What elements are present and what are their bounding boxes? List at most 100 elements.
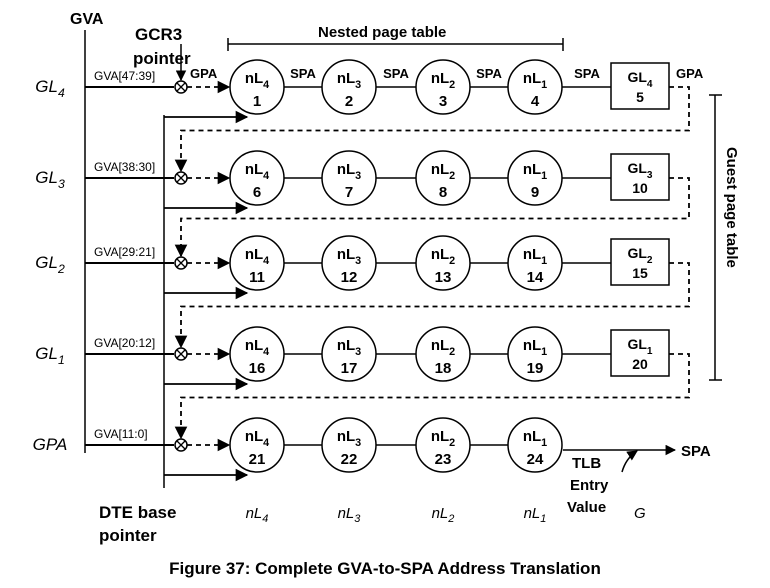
guest-page-table-label: Guest page table	[723, 147, 740, 268]
nested-node-level-4: nL1	[523, 70, 547, 91]
gpa-feedback-2	[174, 262, 690, 349]
guest-table-num-0: 5	[636, 89, 644, 105]
nested-node-17	[321, 326, 377, 382]
nested-page-table-label: Nested page table	[318, 24, 446, 41]
row-label-0: GL4	[35, 77, 65, 100]
nested-node-level-8: nL2	[431, 161, 455, 182]
gva-label: GVA	[70, 11, 104, 28]
nested-node-level-17-sub: 3	[355, 346, 361, 358]
figure-caption: Figure 37: Complete GVA-to-SPA Address T…	[169, 559, 601, 578]
guest-table-num-1: 10	[632, 180, 648, 196]
bottom-label-sub-3: 1	[540, 513, 546, 525]
guest-table-level-1-sub: 3	[647, 170, 653, 181]
tlb-label-line2: Entry	[570, 477, 609, 494]
guest-table-level-3: GL1	[627, 336, 652, 357]
combiner-x-1	[176, 173, 186, 183]
nested-node-level-21-sub: 4	[263, 437, 269, 449]
nested-node-level-17: nL3	[337, 337, 361, 358]
nested-node-num-12: 12	[341, 269, 358, 286]
bottom-label-base-2: nL	[432, 505, 449, 522]
nested-node-num-1: 1	[253, 93, 261, 110]
nested-node-16	[229, 326, 285, 382]
nested-node-num-24: 24	[527, 451, 544, 468]
dte-base-label: DTE base	[99, 503, 176, 522]
nested-node-num-7: 7	[345, 184, 353, 201]
gpa-label-output: GPA	[676, 66, 704, 81]
combiner-x-2	[176, 258, 186, 268]
nested-node-level-14-base: nL	[523, 246, 541, 263]
nested-node-num-18: 18	[435, 360, 452, 377]
bottom-g-label: G	[634, 505, 646, 522]
nested-node-level-24-sub: 1	[541, 437, 547, 449]
gva-field-0: GVA[47:39]	[94, 69, 155, 83]
row-label-1-sub: 3	[58, 177, 65, 191]
bottom-column-labels: nL4 nL3 nL2 nL1	[246, 505, 547, 525]
nested-node-level-6: nL4	[245, 161, 269, 182]
bottom-label-sub-0: 4	[262, 513, 268, 525]
spa-label-2: SPA	[476, 66, 502, 81]
nested-node-num-16: 16	[249, 360, 266, 377]
nested-node-level-1-base: nL	[245, 70, 263, 87]
nested-node-level-7-base: nL	[337, 161, 355, 178]
nested-node-num-4: 4	[531, 93, 540, 110]
nested-node-level-23-base: nL	[431, 428, 449, 445]
bottom-label-base-3: nL	[524, 505, 541, 522]
row-label-2-base: GL	[35, 253, 58, 272]
nested-node-level-19: nL1	[523, 337, 547, 358]
nested-node-level-23: nL2	[431, 428, 455, 449]
nested-node-level-14-sub: 1	[541, 255, 547, 267]
nested-node-level-7: nL3	[337, 161, 361, 182]
guest-table-box-1	[610, 153, 670, 201]
guest-table-box-2	[610, 238, 670, 286]
gpa-feedback-1	[174, 177, 690, 258]
nested-node-num-21: 21	[249, 451, 266, 468]
guest-table-level-0: GL4	[627, 69, 652, 90]
gva-field-1: GVA[38:30]	[94, 160, 155, 174]
combiner-x-3	[176, 349, 186, 359]
spa-label-0: SPA	[290, 66, 316, 81]
guest-table-level-1: GL3	[627, 160, 652, 181]
guest-table-num-3: 20	[632, 356, 648, 372]
nested-node-level-4-base: nL	[523, 70, 541, 87]
bottom-label-base-1: nL	[338, 505, 355, 522]
nested-node-23	[415, 417, 471, 473]
nested-node-level-24: nL1	[523, 428, 547, 449]
guest-table-level-3-sub: 1	[647, 346, 653, 357]
spa-label-3: SPA	[574, 66, 600, 81]
guest-table-level-0-sub: 4	[647, 79, 653, 90]
nested-node-8	[415, 150, 471, 206]
nested-node-num-9: 9	[531, 184, 539, 201]
nested-node-level-2-base: nL	[337, 70, 355, 87]
nested-node-level-13-sub: 2	[449, 255, 455, 267]
nested-node-level-19-sub: 1	[541, 346, 547, 358]
row-label-4: GPA	[33, 435, 68, 454]
guest-table-level-2-sub: 2	[647, 255, 653, 266]
nested-node-level-16-sub: 4	[263, 346, 269, 358]
nested-node-level-9-base: nL	[523, 161, 541, 178]
nested-node-level-24-base: nL	[523, 428, 541, 445]
row-label-2: GL2	[35, 253, 65, 276]
gpa-feedback-3	[174, 353, 690, 440]
row-label-3-sub: 1	[58, 353, 65, 367]
nested-node-level-19-base: nL	[523, 337, 541, 354]
combiner-x-4	[176, 440, 186, 450]
nested-node-18	[415, 326, 471, 382]
nested-node-level-12-sub: 3	[355, 255, 361, 267]
row-label-3-base: GL	[35, 344, 58, 363]
spa-output-label: SPA	[681, 443, 711, 460]
gcr3-pointer-label: pointer	[133, 49, 191, 68]
nested-node-level-18-sub: 2	[449, 346, 455, 358]
gva-field-4: GVA[11:0]	[94, 427, 148, 441]
guest-table-level-2: GL2	[627, 245, 652, 266]
nested-node-level-22-sub: 3	[355, 437, 361, 449]
nested-node-level-16-base: nL	[245, 337, 263, 354]
guest-page-table-bracket	[709, 94, 722, 381]
row-label-1: GL3	[35, 168, 65, 191]
nested-node-22	[321, 417, 377, 473]
nested-node-level-21-base: nL	[245, 428, 263, 445]
nested-node-level-2-sub: 3	[355, 79, 361, 91]
nested-node-level-8-sub: 2	[449, 170, 455, 182]
nested-node-num-2: 2	[345, 93, 353, 110]
nested-node-11	[229, 235, 285, 291]
